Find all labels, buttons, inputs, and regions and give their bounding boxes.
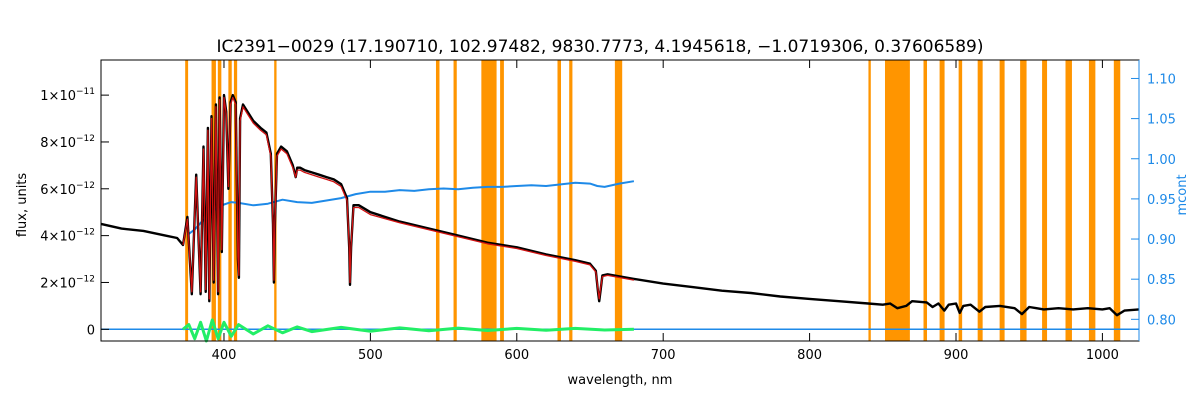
masked-region <box>1113 60 1121 341</box>
y2-tick-label: 0.95 <box>1147 193 1176 208</box>
masked-region <box>614 60 623 341</box>
masked-region <box>868 60 871 341</box>
x-tick-label: 500 <box>358 348 383 363</box>
masked-region <box>939 60 945 341</box>
y2-tick-label: 1.00 <box>1147 153 1176 168</box>
chart-title: IC2391−0029 (17.190710, 102.97482, 9830.… <box>216 37 983 57</box>
masked-region <box>1088 60 1096 341</box>
masked-region <box>481 60 497 341</box>
series-layer <box>100 93 1140 343</box>
x-tick-label: 800 <box>797 348 822 363</box>
masked-region <box>1020 60 1027 341</box>
y-tick-label: 0 <box>87 323 95 338</box>
x-tick-label: 1000 <box>1086 348 1119 363</box>
y2-tick-label: 0.85 <box>1147 273 1176 288</box>
y-tick-label: 4×10−12 <box>40 228 95 245</box>
y2-axis-label: mcont <box>1175 174 1190 215</box>
masked-region <box>958 60 963 341</box>
y-tick-label: 2×10−12 <box>40 274 95 291</box>
masked-region <box>500 60 504 341</box>
y2-axis-ticks: 0.80 0.85 0.90 0.95 1.00 1.05 1.10 <box>1131 72 1176 328</box>
masked-region <box>1042 60 1048 341</box>
masked-region <box>557 60 561 341</box>
x-axis-ticks: 400 500 600 700 800 900 1000 <box>212 60 1119 363</box>
masked-region <box>435 60 440 341</box>
y-axis-label: flux, units <box>15 173 30 238</box>
x-tick-label: 600 <box>504 348 529 363</box>
masked-region <box>228 60 232 341</box>
masked-region <box>977 60 983 341</box>
y-axis-ticks: 0 2×10−12 4×10−12 6×10−12 8×10−12 1×10−11 <box>40 87 109 338</box>
masked-region <box>999 60 1005 341</box>
masked-region <box>453 60 457 341</box>
y2-tick-label: 0.90 <box>1147 233 1176 248</box>
y-tick-label: 1×10−11 <box>40 87 95 104</box>
y-tick-label: 6×10−12 <box>40 181 95 198</box>
model-series-line <box>182 96 635 300</box>
y2-tick-label: 1.10 <box>1147 72 1176 87</box>
masked-region <box>923 60 928 341</box>
x-tick-label: 900 <box>944 348 969 363</box>
y2-tick-label: 0.80 <box>1147 313 1176 328</box>
y2-tick-label: 1.05 <box>1147 113 1176 128</box>
masked-region <box>185 60 189 341</box>
residual-series-line <box>182 318 634 343</box>
masked-region <box>569 60 573 341</box>
masked-regions <box>185 60 1121 341</box>
x-tick-label: 700 <box>651 348 676 363</box>
mcont-series-line <box>186 180 635 236</box>
x-axis-label: wavelength, nm <box>568 373 673 388</box>
masked-region <box>233 60 238 341</box>
masked-region <box>1065 60 1072 341</box>
y-tick-label: 8×10−12 <box>40 134 95 151</box>
x-tick-label: 400 <box>212 348 237 363</box>
masked-region <box>884 60 910 341</box>
